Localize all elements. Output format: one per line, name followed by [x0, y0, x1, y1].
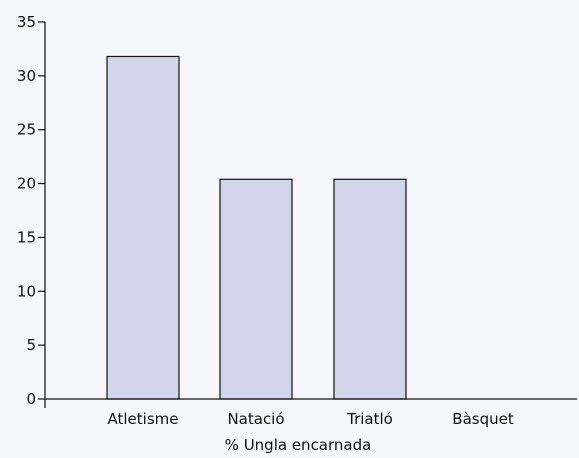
x-axis-title: % Ungla encarnada: [225, 436, 372, 454]
y-tick-label: 35: [17, 13, 36, 31]
axes-group: 0 5 10 15 20 25 30 35 Atletisme Natació Triatló Bàs…: [17, 13, 577, 428]
x-category-label: Triatló: [346, 410, 393, 428]
y-tick-label: 30: [17, 67, 36, 85]
bar-natació: [219, 178, 293, 400]
y-tick-label: 5: [26, 336, 36, 354]
x-category-label: Atletisme: [108, 410, 179, 428]
y-tick-label: 10: [17, 282, 36, 300]
x-category-label: Bàsquet: [452, 410, 514, 428]
y-tick-label: 0: [26, 390, 36, 408]
y-tick-label: 15: [17, 228, 36, 246]
x-category-label: Natació: [227, 410, 284, 428]
y-tick-label: 20: [17, 175, 36, 193]
bar-atletisme: [106, 55, 180, 400]
bars-group: [106, 55, 407, 400]
y-tick-label: 25: [17, 121, 36, 139]
bar-triatló: [333, 178, 407, 400]
